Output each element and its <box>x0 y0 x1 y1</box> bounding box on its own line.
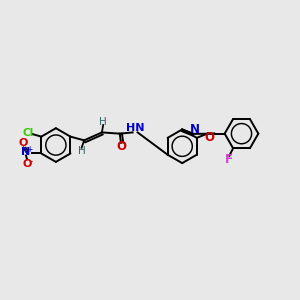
Text: +: + <box>26 146 33 154</box>
Text: HN: HN <box>126 123 144 133</box>
Text: Cl: Cl <box>22 128 33 138</box>
Text: N: N <box>21 148 31 158</box>
Text: H: H <box>78 146 86 156</box>
Text: O: O <box>204 131 214 144</box>
Text: F: F <box>225 153 233 166</box>
Text: O: O <box>19 138 28 148</box>
Text: N: N <box>190 123 200 136</box>
Text: -: - <box>30 158 33 166</box>
Text: O: O <box>22 159 32 169</box>
Text: O: O <box>116 140 126 153</box>
Text: H: H <box>99 116 107 127</box>
